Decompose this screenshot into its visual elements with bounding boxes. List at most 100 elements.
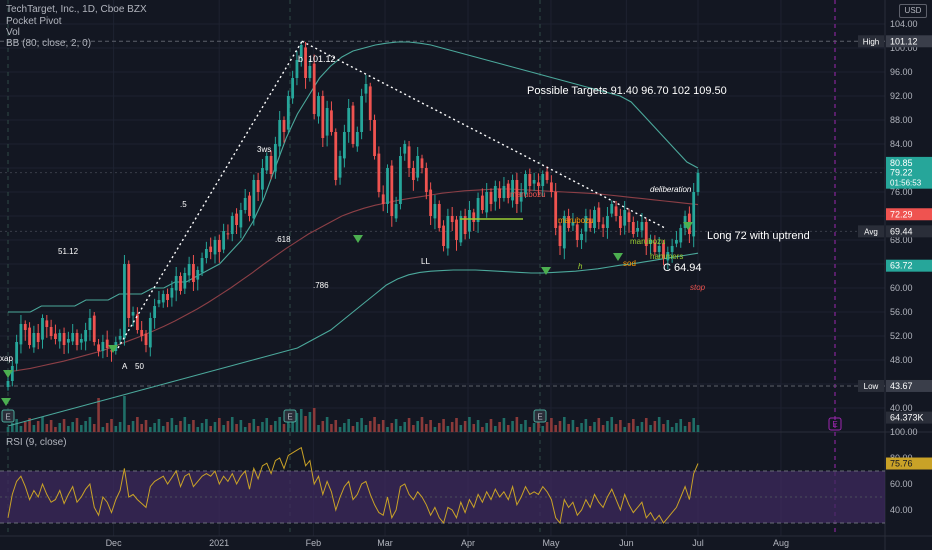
candle-body[interactable] (524, 174, 527, 195)
candle-body[interactable] (618, 216, 622, 228)
candle-body[interactable] (230, 216, 234, 234)
rsi-line[interactable] (7, 446, 699, 525)
candle-body[interactable] (675, 240, 678, 244)
candle-body[interactable] (295, 60, 299, 78)
candle-body[interactable] (455, 219, 458, 240)
candle-body[interactable] (381, 194, 385, 204)
candle-body[interactable] (256, 180, 260, 192)
candle-body[interactable] (662, 243, 665, 258)
candle-body[interactable] (278, 120, 282, 147)
candle-body[interactable] (105, 339, 109, 348)
candle-body[interactable] (200, 258, 204, 273)
candle-body[interactable] (92, 315, 96, 342)
candle-body[interactable] (588, 218, 592, 228)
candle-body[interactable] (179, 276, 182, 291)
axis-price-tag[interactable] (886, 208, 932, 221)
candle-body[interactable] (351, 105, 355, 144)
candle-body[interactable] (308, 66, 312, 78)
axis-price-tag[interactable] (886, 35, 932, 48)
candle-body[interactable] (123, 264, 126, 339)
candle-body[interactable] (15, 342, 19, 364)
candle-body[interactable] (528, 174, 532, 186)
candle-body[interactable] (463, 216, 467, 234)
candle-body[interactable] (49, 327, 53, 336)
candle-body[interactable] (670, 246, 674, 252)
candle-body[interactable] (330, 110, 333, 132)
earnings-event-marker[interactable] (283, 409, 297, 423)
candle-body[interactable] (166, 294, 169, 300)
candle-body[interactable] (213, 240, 217, 255)
candle-body[interactable] (153, 306, 157, 318)
candle-body[interactable] (317, 96, 320, 117)
candle-body[interactable] (399, 156, 402, 204)
candle-body[interactable] (597, 207, 601, 222)
candle-body[interactable] (416, 156, 420, 178)
candle-body[interactable] (506, 183, 510, 198)
indicator-pocket-pivot[interactable]: Pocket Pivot (6, 16, 62, 27)
candle-body[interactable] (321, 96, 325, 138)
rsi-legend[interactable]: RSI (9, close) (6, 437, 67, 448)
candle-body[interactable] (235, 213, 238, 225)
candle-body[interactable] (248, 195, 251, 216)
candle-body[interactable] (157, 300, 161, 304)
axis-price-tag[interactable] (886, 411, 932, 424)
candle-body[interactable] (541, 174, 545, 186)
candle-body[interactable] (437, 204, 441, 228)
candle-body[interactable] (368, 86, 372, 120)
candle-body[interactable] (127, 264, 131, 318)
candle-body[interactable] (571, 222, 575, 226)
candle-body[interactable] (325, 108, 329, 136)
candle-body[interactable] (347, 108, 351, 132)
candle-body[interactable] (110, 350, 113, 352)
symbol-title[interactable]: TechTarget, Inc., 1D, Cboe BZX (6, 4, 147, 15)
candle-body[interactable] (226, 233, 230, 235)
candle-body[interactable] (580, 234, 583, 240)
candle-body[interactable] (480, 195, 484, 210)
candle-body[interactable] (627, 212, 631, 222)
candle-body[interactable] (549, 182, 553, 192)
candle-body[interactable] (192, 264, 195, 282)
candle-body[interactable] (161, 294, 165, 303)
candle-body[interactable] (459, 216, 463, 243)
candle-body[interactable] (88, 318, 92, 330)
candle-body[interactable] (606, 216, 609, 228)
candle-body[interactable] (10, 366, 14, 381)
candle-body[interactable] (631, 222, 635, 234)
candle-body[interactable] (515, 180, 519, 204)
candle-body[interactable] (584, 216, 588, 232)
candle-body[interactable] (649, 240, 652, 244)
candle-body[interactable] (54, 333, 57, 339)
candle-body[interactable] (532, 180, 536, 184)
candle-body[interactable] (498, 188, 502, 198)
candle-body[interactable] (58, 333, 62, 342)
candle-body[interactable] (66, 339, 70, 343)
future-event-marker[interactable] (828, 417, 842, 431)
candle-body[interactable] (377, 153, 381, 192)
candle-body[interactable] (493, 186, 497, 202)
candle-body[interactable] (71, 333, 75, 342)
earnings-event-marker[interactable] (1, 409, 15, 423)
candle-body[interactable] (131, 312, 135, 316)
candle-body[interactable] (299, 45, 303, 58)
candle-body[interactable] (554, 192, 558, 228)
candle-body[interactable] (476, 198, 480, 222)
candle-body[interactable] (265, 156, 269, 171)
candle-body[interactable] (269, 156, 273, 174)
candle-body[interactable] (140, 330, 144, 336)
candle-body[interactable] (312, 63, 316, 114)
candle-body[interactable] (519, 192, 523, 202)
candle-body[interactable] (537, 182, 540, 186)
candle-body[interactable] (148, 318, 152, 348)
candle-body[interactable] (32, 333, 36, 348)
candle-body[interactable] (407, 146, 411, 168)
candle-body[interactable] (666, 252, 670, 261)
candle-body[interactable] (593, 210, 596, 228)
candle-body[interactable] (489, 192, 493, 204)
candle-body[interactable] (567, 216, 571, 228)
candle-body[interactable] (41, 318, 44, 340)
candle-body[interactable] (101, 342, 105, 351)
candle-body[interactable] (334, 132, 338, 180)
candle-body[interactable] (610, 204, 614, 214)
candle-body[interactable] (342, 132, 346, 159)
candle-body[interactable] (644, 222, 648, 246)
